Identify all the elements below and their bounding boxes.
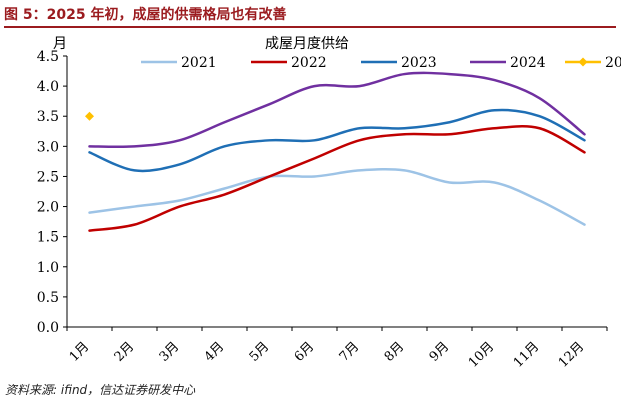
series-2023-line	[88, 108, 586, 173]
x-tick-label: 12月	[556, 339, 587, 370]
y-tick-label: 3.5	[37, 109, 59, 125]
legend-label-2021: 2021	[181, 55, 217, 71]
y-tick-label: 2.5	[37, 169, 59, 185]
y-tick-label: 1.0	[37, 260, 59, 276]
y-tick-label: 2.0	[37, 200, 59, 216]
x-tick-label: 8月	[382, 339, 408, 365]
y-tick-label: 0.0	[37, 320, 59, 336]
x-tick-label: 10月	[466, 339, 497, 370]
source-note: 资料来源: ifind，信达证券研发中心	[5, 383, 196, 397]
x-tick-label: 11月	[511, 339, 542, 370]
x-tick-label: 9月	[427, 339, 453, 365]
series-2025-point	[85, 111, 94, 121]
chart-title: 成屋月度供给	[265, 36, 349, 52]
legend-label-2025: 2025	[605, 55, 621, 71]
y-tick-label: 0.5	[37, 290, 59, 306]
x-tick-label: 7月	[337, 339, 363, 365]
plot-area	[85, 71, 586, 232]
y-tick-label: 1.5	[37, 230, 59, 246]
legend: 2021 2022 2023 2024 2025	[141, 55, 621, 71]
x-axis: 1月 2月 3月 4月 5月 6月 7月 8月 9月 10月 11月 12月	[66, 326, 608, 371]
x-tick-label: 6月	[292, 339, 318, 365]
y-axis-unit-label: 月	[53, 36, 67, 52]
legend-label-2024: 2024	[510, 55, 546, 71]
series-2022-line	[88, 124, 586, 232]
x-tick-label: 1月	[67, 339, 93, 365]
y-tick-label: 3.0	[37, 139, 59, 155]
legend-marker-2025	[578, 57, 588, 67]
x-tick-label: 2月	[112, 339, 138, 365]
x-tick-label: 5月	[247, 339, 273, 365]
x-tick-label: 4月	[202, 339, 228, 365]
legend-label-2023: 2023	[401, 55, 437, 71]
y-tick-label: 4.0	[37, 79, 59, 95]
x-tick-label: 3月	[157, 339, 183, 365]
series-2021-line	[88, 168, 586, 226]
series-2024-line	[88, 71, 586, 149]
y-tick-label: 4.5	[37, 49, 59, 65]
figure-title: 图 5：2025 年初，成屋的供需格局也有改善	[4, 2, 616, 28]
legend-label-2022: 2022	[291, 55, 327, 71]
y-axis: 0.0 0.5 1.0 1.5 2.0 2.5 3.0 3.5 4.0 4.5	[37, 49, 68, 336]
